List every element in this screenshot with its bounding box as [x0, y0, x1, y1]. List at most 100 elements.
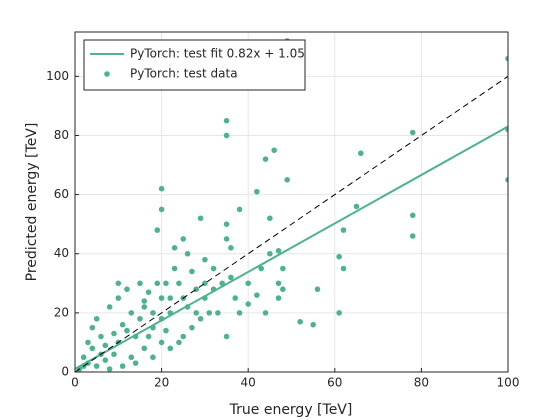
data-point [119, 363, 126, 369]
data-point [89, 324, 96, 331]
data-point [258, 265, 264, 272]
data-point [409, 129, 416, 136]
data-point [280, 286, 286, 293]
data-point [336, 253, 342, 260]
data-point [189, 268, 195, 275]
data-point [184, 250, 191, 257]
data-point [275, 247, 282, 254]
data-point [167, 295, 174, 301]
data-point [267, 215, 273, 222]
data-point [275, 295, 282, 301]
y-tick-label: 100 [46, 69, 69, 83]
data-point [163, 327, 169, 334]
data-point [275, 280, 282, 287]
data-point [223, 236, 230, 242]
data-point [284, 177, 290, 183]
data-point [223, 333, 230, 340]
data-point [505, 55, 508, 62]
data-point [158, 206, 165, 213]
data-point [340, 227, 347, 233]
data-point [254, 292, 260, 298]
data-point [111, 330, 117, 337]
data-point [180, 236, 187, 242]
data-point [228, 245, 234, 251]
axes-box [74, 31, 509, 373]
data-point [228, 274, 234, 281]
data-point [297, 318, 303, 325]
legend-box [83, 39, 306, 91]
data-point [154, 280, 161, 287]
data-point [89, 345, 96, 352]
data-point [176, 280, 182, 287]
data-point [93, 315, 100, 322]
data-point [93, 363, 100, 369]
data-point [154, 227, 161, 233]
data-point [111, 351, 117, 358]
data-point [102, 357, 109, 363]
data-point [409, 212, 416, 219]
data-point [132, 360, 139, 366]
data-point [189, 324, 195, 331]
data-point [158, 339, 165, 346]
legend-swatch [104, 71, 110, 77]
x-tick-label: 100 [497, 376, 520, 390]
y-tick-label: 20 [54, 305, 69, 319]
data-point [98, 333, 104, 340]
data-point [232, 295, 239, 301]
data-point [197, 315, 204, 322]
data-point [158, 295, 165, 301]
y-tick-label: 80 [54, 128, 69, 142]
data-point [106, 366, 113, 372]
data-point [119, 321, 126, 328]
x-tick-label: 60 [327, 376, 342, 390]
data-point [262, 156, 269, 162]
y-tick-label: 60 [54, 187, 69, 201]
data-point [150, 354, 156, 361]
data-point [80, 354, 87, 361]
data-point [124, 327, 130, 334]
y-tick-label: 0 [61, 365, 69, 379]
plot-area [75, 38, 508, 372]
data-point [145, 289, 152, 295]
data-point [206, 310, 213, 316]
x-tick-label: 40 [241, 376, 256, 390]
data-point [141, 345, 148, 352]
data-point [245, 301, 251, 307]
data-point [141, 304, 148, 310]
data-point [193, 286, 200, 293]
data-point [193, 310, 200, 316]
legend-label: PyTorch: test data [130, 67, 238, 81]
data-point [223, 221, 230, 227]
data-point [280, 265, 286, 272]
x-axis-label: True energy [TeV] [229, 402, 353, 418]
data-point [85, 339, 91, 346]
data-point [409, 233, 416, 239]
fit-line [75, 125, 508, 370]
data-point [353, 203, 360, 210]
data-point [215, 310, 221, 316]
data-point [128, 354, 135, 361]
data-point [340, 265, 347, 272]
data-point [145, 333, 152, 340]
data-point [158, 185, 165, 192]
data-point [171, 245, 178, 251]
legend-label: PyTorch: test fit 0.82x + 1.05 [130, 47, 305, 61]
data-point [271, 147, 277, 154]
data-point [141, 298, 148, 304]
data-point [150, 310, 156, 316]
data-point [210, 265, 217, 272]
data-point [254, 188, 260, 195]
y-axis-label: Predicted energy [TeV] [24, 123, 40, 282]
data-point [267, 250, 273, 257]
data-point [124, 286, 130, 293]
x-tick-label: 20 [154, 376, 169, 390]
x-tick-label: 80 [414, 376, 429, 390]
data-point [176, 339, 182, 346]
data-point [106, 304, 113, 310]
x-tick-label: 0 [71, 376, 79, 390]
data-point [197, 215, 204, 222]
data-point [128, 310, 135, 316]
data-point [245, 280, 251, 287]
data-point [310, 321, 316, 328]
